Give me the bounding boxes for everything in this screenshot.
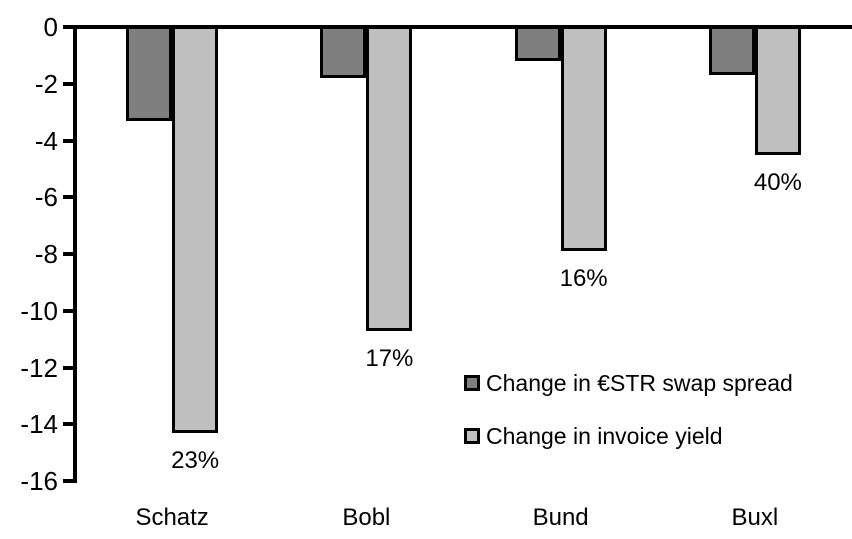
y-tick-mark	[63, 422, 73, 427]
bar-yield-buxl	[754, 26, 801, 155]
y-tick-mark	[63, 252, 73, 256]
legend-swatch-icon	[464, 375, 480, 391]
bar-spread-schatz	[126, 26, 173, 121]
category-label-schatz: Schatz	[135, 504, 209, 531]
y-tick-mark	[63, 138, 73, 143]
y-tick-mark	[63, 81, 73, 86]
y-tick-label: -16	[20, 466, 58, 496]
y-tick-label: -14	[20, 409, 58, 440]
category-label-bund: Bund	[532, 504, 589, 531]
y-tick-label: -6	[34, 182, 58, 213]
legend-label: Change in €STR swap spread	[486, 370, 793, 396]
y-tick-label: -10	[20, 295, 58, 326]
y-tick-label: -8	[34, 239, 58, 269]
category-label-buxl: Buxl	[731, 504, 779, 531]
legend-item-swap-spread: Change in €STR swap spread	[464, 371, 793, 395]
y-tick-label: 0	[43, 12, 58, 42]
bar-yield-schatz	[172, 26, 219, 433]
bar-yield-bund	[560, 26, 607, 252]
data-label-buxl: 40%	[753, 168, 802, 196]
y-tick-label: -4	[34, 125, 58, 156]
legend-swatch-icon	[464, 428, 480, 444]
data-label-bund: 16%	[559, 265, 608, 293]
y-tick-mark	[63, 195, 73, 200]
category-label-bobl: Bobl	[342, 504, 391, 531]
y-axis-line	[73, 25, 77, 483]
zero-line	[63, 25, 852, 29]
bar-spread-bund	[514, 26, 561, 62]
legend-item-invoice-yield: Change in invoice yield	[464, 424, 793, 448]
y-tick-label: -12	[20, 352, 58, 383]
data-label-bobl: 17%	[365, 344, 414, 372]
y-tick-label: -2	[34, 68, 58, 99]
y-tick-mark	[63, 479, 73, 483]
bar-spread-buxl	[708, 26, 755, 76]
legend-label: Change in invoice yield	[486, 423, 723, 449]
bar-yield-bobl	[366, 26, 413, 331]
y-tick-mark	[63, 365, 73, 370]
y-tick-mark	[63, 308, 73, 313]
data-label-schatz: 23%	[171, 446, 220, 474]
legend: Change in €STR swap spread Change in invo…	[464, 371, 793, 448]
bar-spread-bobl	[320, 26, 367, 79]
